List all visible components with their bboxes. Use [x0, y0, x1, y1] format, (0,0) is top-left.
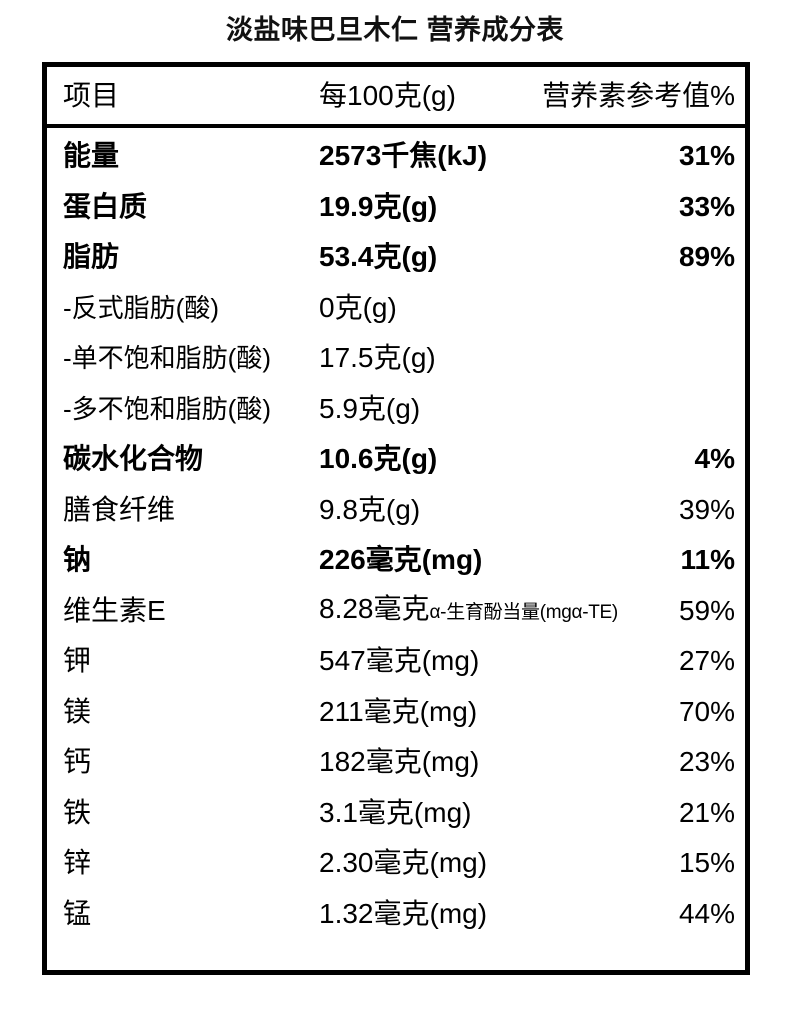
table-row: 钠 226毫克(mg) 11% [47, 535, 745, 586]
table-body: 能量 2573千焦(kJ) 31% 蛋白质 19.9克(g) 33% 脂肪 53.4克(g) 8… [47, 128, 745, 939]
table-row: -多不饱和脂肪(酸) 5.9克(g) [47, 384, 745, 435]
row-value-main: 211毫克(mg) [319, 695, 478, 727]
table-row: 膳食纤维 9.8克(g) 39% [47, 485, 745, 536]
row-item-label: -多不饱和脂肪(酸) [63, 393, 271, 424]
row-value-per-100g: 226毫克(mg) [319, 544, 482, 576]
row-value-main: 8.28毫克 [319, 592, 430, 624]
row-value-main: 226毫克(mg) [319, 544, 483, 576]
row-value-nrv: 31% [678, 140, 735, 172]
page-title: 淡盐味巴旦木仁 营养成分表 [225, 15, 564, 45]
row-item-label: 维生素E [63, 594, 166, 626]
row-value-main: 19.9克(g) [319, 190, 438, 222]
table-row: 锌 2.30毫克(mg) 15% [47, 838, 745, 889]
row-value-per-100g: 0克(g) [319, 292, 397, 324]
column-header-nrv: 营养素参考值% [542, 79, 735, 111]
row-value-nrv: 21% [678, 796, 735, 828]
row-value-nrv: 33% [678, 190, 735, 222]
table-row: 镁 211毫克(mg) 70% [47, 687, 745, 738]
table-header-row: 项目 每100克(g) 营养素参考值% [47, 67, 745, 128]
row-value-main: 17.5克(g) [319, 342, 436, 374]
table-row: 钾 547毫克(mg) 27% [47, 636, 745, 687]
table-row: 钙 182毫克(mg) 23% [47, 737, 745, 788]
row-value-main: 3.1毫克(mg) [319, 796, 472, 828]
row-value-nrv: 59% [678, 594, 735, 626]
row-item-label: 能量 [63, 140, 120, 172]
row-item-label: 膳食纤维 [63, 493, 176, 525]
row-item-label: 锌 [63, 847, 92, 879]
row-value-per-100g: 9.8克(g) [319, 494, 420, 526]
row-value-main: 2.30毫克(mg) [319, 847, 488, 879]
row-value-nrv: 23% [678, 746, 735, 778]
table-row: 碳水化合物 10.6克(g) 4% [47, 434, 745, 485]
table-row: -单不饱和脂肪(酸) 17.5克(g) [47, 333, 745, 384]
row-item-label: 钙 [63, 746, 92, 778]
row-value-per-100g: 19.9克(g) [319, 191, 437, 223]
row-value-main: 5.9克(g) [319, 392, 421, 424]
row-value-per-100g: 1.32毫克(mg) [319, 898, 487, 930]
row-value-per-100g: 5.9克(g) [319, 393, 420, 425]
row-value-nrv: 11% [680, 544, 736, 576]
row-value-nrv: 70% [678, 695, 735, 727]
table-row: 能量 2573千焦(kJ) 31% [47, 131, 745, 182]
row-item-label: 镁 [63, 695, 92, 727]
row-item-label: 脂肪 [63, 241, 120, 273]
table-row: 铁 3.1毫克(mg) 21% [47, 788, 745, 839]
row-item-label: 蛋白质 [63, 190, 148, 222]
row-value-per-100g: 211毫克(mg) [319, 696, 477, 728]
row-value-per-100g: 53.4克(g) [319, 241, 437, 273]
row-value-nrv: 15% [678, 847, 735, 879]
row-value-note: α-生育酚当量(mgα-TE) [429, 601, 619, 623]
row-value-main: 2573千焦(kJ) [319, 140, 488, 172]
row-value-main: 0克(g) [319, 291, 397, 323]
table-row: 维生素E 8.28毫克α-生育酚当量(mgα-TE) 59% [47, 586, 745, 637]
row-item-label: 锰 [63, 897, 92, 929]
row-item-label: 钠 [63, 544, 92, 576]
row-value-nrv: 4% [694, 443, 735, 475]
row-value-main: 1.32毫克(mg) [319, 897, 488, 929]
table-row: 蛋白质 19.9克(g) 33% [47, 182, 745, 233]
column-header-item: 项目 [63, 79, 120, 111]
table-row: -反式脂肪(酸) 0克(g) [47, 283, 745, 334]
row-item-label: -单不饱和脂肪(酸) [63, 343, 271, 374]
row-value-main: 53.4克(g) [319, 241, 438, 273]
row-value-main: 547毫克(mg) [319, 645, 480, 677]
row-value-per-100g: 17.5克(g) [319, 342, 436, 374]
row-value-main: 10.6克(g) [319, 443, 438, 475]
column-header-per-100g: 每100克(g) [319, 79, 456, 111]
table-row: 锰 1.32毫克(mg) 44% [47, 889, 745, 940]
table-row: 脂肪 53.4克(g) 89% [47, 232, 745, 283]
row-value-per-100g: 2.30毫克(mg) [319, 847, 487, 879]
row-value-nrv: 44% [678, 897, 735, 929]
row-value-per-100g: 547毫克(mg) [319, 645, 479, 677]
row-item-label: 铁 [63, 796, 92, 828]
row-value-nrv: 89% [678, 241, 735, 273]
row-value-main: 182毫克(mg) [319, 746, 480, 778]
row-value-nrv: 27% [678, 645, 735, 677]
row-value-per-100g: 182毫克(mg) [319, 746, 479, 778]
row-item-label: -反式脂肪(酸) [63, 292, 219, 323]
row-item-label: 钾 [63, 645, 92, 677]
row-value-per-100g: 8.28毫克α-生育酚当量(mgα-TE) [319, 593, 618, 629]
row-value-nrv: 39% [678, 493, 735, 525]
nutrition-facts-table: 项目 每100克(g) 营养素参考值% 能量 2573千焦(kJ) 31% 蛋白质 19… [42, 62, 750, 975]
row-value-per-100g: 10.6克(g) [319, 443, 437, 475]
row-value-per-100g: 3.1毫克(mg) [319, 797, 471, 829]
row-value-main: 9.8克(g) [319, 493, 421, 525]
row-value-per-100g: 2573千焦(kJ) [319, 140, 487, 172]
row-item-label: 碳水化合物 [63, 443, 204, 475]
